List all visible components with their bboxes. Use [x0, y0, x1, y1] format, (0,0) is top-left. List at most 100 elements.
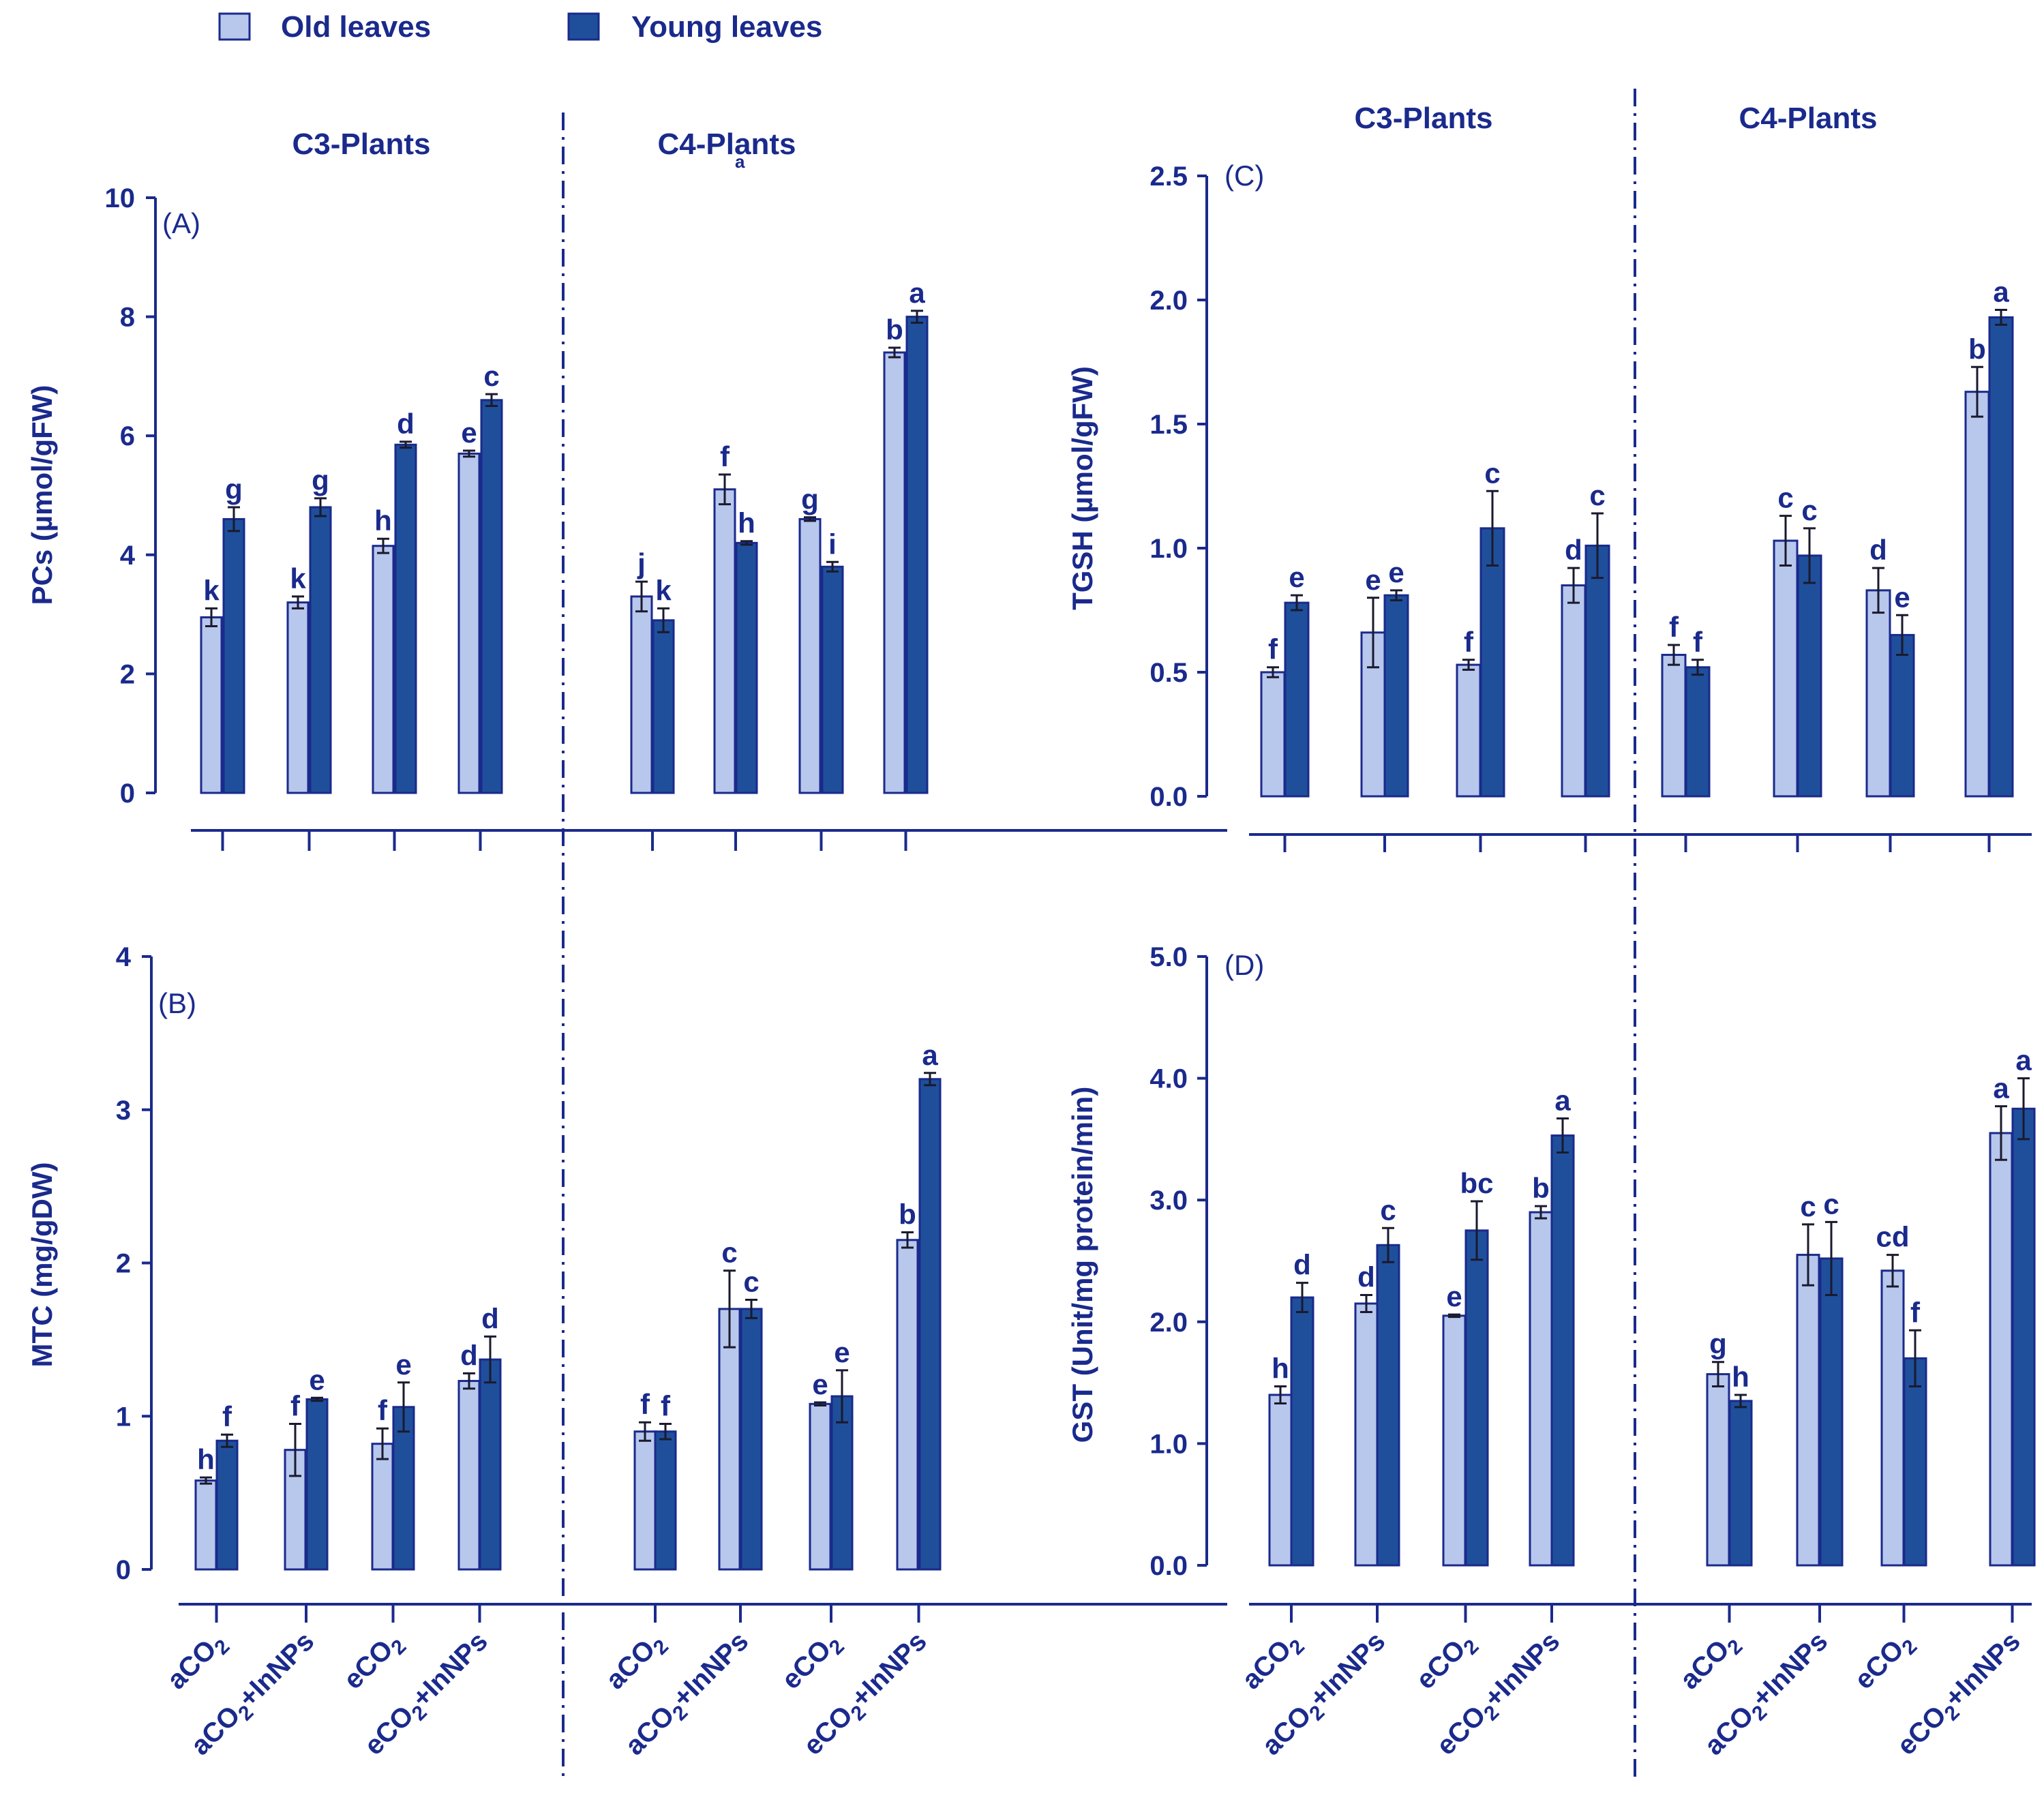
sig-letter-young: c: [1589, 479, 1605, 511]
bar-old: [1964, 391, 1990, 798]
sig-letter-young: k: [655, 574, 672, 606]
bar-old: [809, 1402, 832, 1571]
sig-letter-young: c: [1823, 1188, 1839, 1220]
sig-letter-old: f: [1464, 626, 1474, 658]
bar-old: [1796, 1254, 1820, 1567]
bar-young: [1376, 1244, 1400, 1567]
bar-old: [194, 1479, 217, 1571]
bar-young: [1584, 544, 1610, 798]
y-axis-title: GST (Unit/mg protein/min): [1066, 1087, 1098, 1443]
sig-letter-old: e: [1446, 1280, 1462, 1312]
bar-young: [654, 1430, 677, 1571]
sig-letter-young: e: [834, 1336, 850, 1368]
y-tick-label: 0: [116, 1555, 131, 1585]
sig-letter-old: d: [460, 1339, 478, 1371]
x-category-label: eCO2: [1849, 1626, 1922, 1699]
group-title-c3-right: C3-Plants: [1355, 102, 1493, 135]
bar-young: [1797, 554, 1822, 798]
bar-young: [480, 399, 503, 794]
sig-letter-young: e: [309, 1364, 325, 1396]
legend-swatch-young: [567, 12, 600, 41]
y-tick-label: 1.5: [1149, 410, 1188, 440]
bar-old: [1561, 584, 1587, 798]
sig-letter-old: h: [197, 1443, 215, 1475]
sig-letter-young: f: [1910, 1296, 1921, 1328]
bar-old: [1354, 1302, 1379, 1567]
legend: Old leaves Young leaves: [218, 10, 822, 44]
bar-old: [1880, 1269, 1905, 1567]
sig-letter-old: a: [1993, 1072, 2009, 1104]
sig-letter-young: a: [1554, 1085, 1571, 1117]
bar-young: [918, 1078, 942, 1571]
bar-young: [821, 565, 844, 794]
bar-young: [652, 619, 675, 794]
sig-letter-old: b: [1532, 1172, 1550, 1204]
y-tick-label: 3: [116, 1096, 131, 1126]
y-tick-label: 2.0: [1149, 286, 1188, 316]
sig-letter-young: d: [397, 408, 415, 440]
sig-letter-old: j: [637, 547, 646, 580]
bar-young: [735, 541, 758, 794]
sig-letter-old: f: [640, 1388, 650, 1420]
bar-old: [1529, 1211, 1553, 1567]
sig-letter-old: c: [1800, 1190, 1816, 1222]
y-tick-label: 0: [120, 779, 135, 809]
x-category-label: eCO2: [1411, 1626, 1484, 1699]
x-category-label: eCO2: [776, 1626, 849, 1699]
group-title-c4-right: C4-Plants: [1739, 102, 1878, 135]
sig-letter-old: f: [1669, 611, 1679, 643]
bar-old: [1706, 1373, 1730, 1567]
bar-young: [1889, 633, 1915, 798]
bar-old: [1456, 663, 1482, 798]
sig-letter-old: f: [720, 440, 730, 472]
bar-old: [286, 601, 310, 794]
bar-old: [1268, 1394, 1293, 1567]
bar-young: [1550, 1134, 1575, 1567]
sig-letter-young: a: [922, 1039, 938, 1071]
bar-young: [1903, 1357, 1927, 1567]
sig-letter-young: a: [2015, 1044, 2032, 1077]
y-tick-label: 2.5: [1149, 162, 1188, 192]
panel-tag: (B): [158, 987, 196, 1019]
x-category-label: aCO2: [1236, 1626, 1309, 1699]
y-axis-title: PCs (µmol/gFW): [26, 385, 58, 605]
sig-letter-old: k: [290, 562, 306, 595]
sig-letter-young: d: [1293, 1249, 1311, 1281]
sig-letter-young: c: [483, 360, 499, 392]
sig-letter-young: c: [1801, 494, 1817, 526]
bar-young: [1464, 1229, 1489, 1567]
sig-letter-young: c: [1380, 1194, 1396, 1226]
y-tick-label: 3.0: [1149, 1186, 1188, 1216]
y-tick-label: 1.0: [1149, 1429, 1188, 1459]
sig-letter-young: c: [743, 1265, 759, 1297]
sig-letter-old: b: [886, 314, 903, 346]
sig-letter-young: d: [481, 1302, 499, 1334]
sig-letter-old: b: [899, 1199, 916, 1231]
bar-old: [1989, 1132, 2013, 1567]
sig-letter-young: i: [828, 528, 837, 560]
y-tick-label: 8: [120, 303, 135, 333]
bar-young: [830, 1395, 854, 1571]
sig-letter-young: f: [1693, 626, 1703, 658]
bar-old: [1773, 539, 1799, 798]
bar-old: [457, 452, 481, 794]
y-tick-label: 1.0: [1149, 534, 1188, 564]
bar-young: [1728, 1400, 1753, 1567]
legend-swatch-old: [218, 12, 251, 41]
x-category-label: eCO2: [338, 1626, 411, 1699]
y-tick-label: 1: [116, 1402, 131, 1432]
y-tick-label: 0.0: [1149, 1551, 1188, 1581]
x-category-label: aCO2: [1674, 1626, 1747, 1699]
y-tick-label: 6: [120, 421, 135, 451]
bar-young: [215, 1439, 239, 1571]
bar-young: [222, 517, 245, 794]
sig-letter-young: e: [395, 1349, 411, 1381]
bar-old: [372, 545, 395, 794]
y-tick-label: 4: [120, 541, 136, 571]
bar-young: [1383, 594, 1409, 798]
bar-old: [1661, 654, 1687, 798]
legend-label-old: Old leaves: [281, 10, 431, 44]
sig-letter-old: e: [461, 417, 477, 449]
